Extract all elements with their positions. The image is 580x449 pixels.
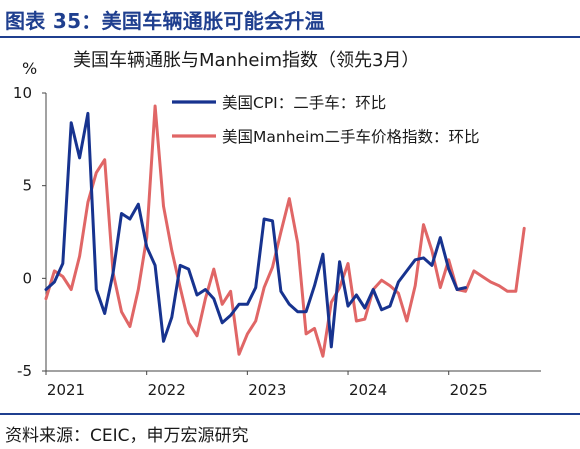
line-chart: % 美国车辆通胀与Manheim指数（领先3月） -5 0 5 10 2021 2022 2…	[13, 50, 541, 399]
series-lines	[44, 104, 526, 358]
y-tick-label: 5	[22, 177, 32, 195]
x-tick-label: 2021	[47, 381, 85, 399]
y-tick-label: 10	[13, 84, 32, 102]
figure-title: 图表 35：美国车辆通胀可能会升温	[5, 9, 325, 33]
x-tick-label: 2022	[148, 381, 186, 399]
x-tick-label: 2023	[248, 381, 286, 399]
legend-label-manheim-index: 美国Manheim二手车价格指数：环比	[222, 128, 479, 146]
series-line-manheim-index	[44, 104, 526, 358]
x-tick-label: 2024	[349, 381, 387, 399]
y-tick-label: 0	[22, 269, 32, 287]
legend-label-cpi-used-cars: 美国CPI：二手车：环比	[222, 94, 386, 112]
x-tick-label: 2025	[450, 381, 488, 399]
source-note: 资料来源：CEIC，申万宏源研究	[5, 426, 249, 446]
series-line-cpi-used-cars	[44, 111, 467, 349]
chart-title: 美国车辆通胀与Manheim指数（领先3月）	[73, 50, 419, 71]
y-axis-unit-label: %	[22, 59, 37, 78]
title-divider	[0, 36, 580, 38]
axes: -5 0 5 10 2021 2022 2023 2024 2025	[13, 84, 541, 399]
y-tick-label: -5	[17, 362, 32, 380]
source-divider	[0, 413, 580, 415]
